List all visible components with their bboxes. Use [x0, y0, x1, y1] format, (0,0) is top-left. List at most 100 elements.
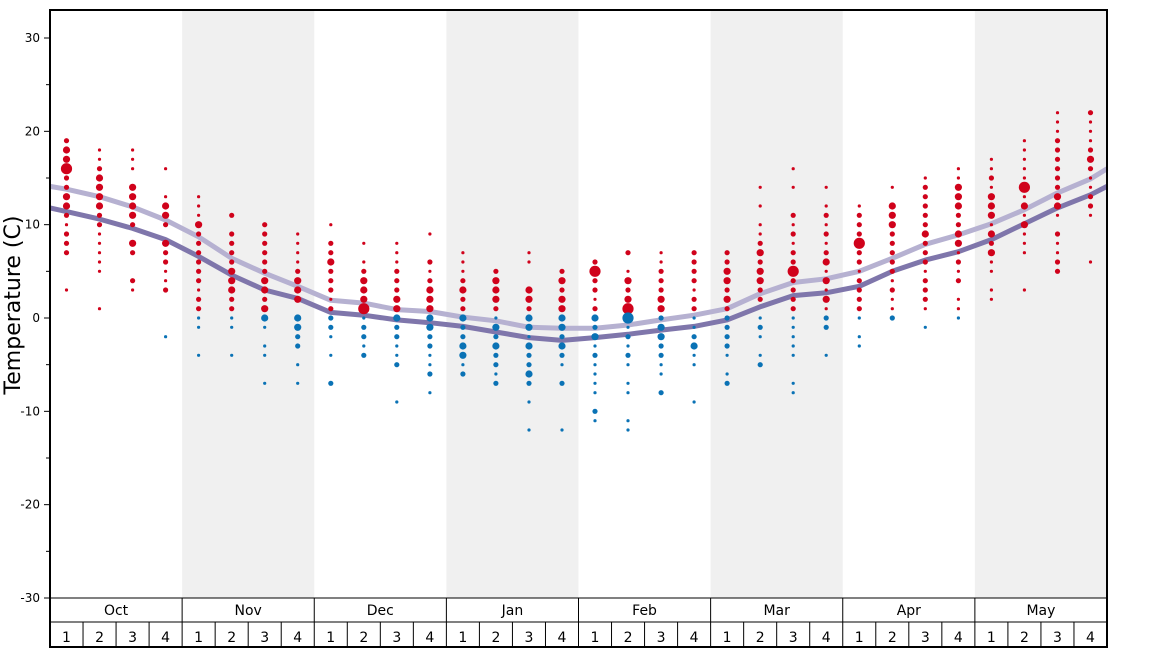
- temperature-dot: [559, 268, 565, 274]
- temperature-dot: [822, 277, 830, 285]
- temperature-dot: [989, 223, 994, 227]
- temperature-dot: [889, 240, 895, 246]
- temperature-dot: [525, 295, 533, 303]
- temperature-dot: [162, 202, 170, 210]
- temperature-dot: [196, 306, 202, 312]
- temperature-dot: [525, 342, 533, 350]
- temperature-dot: [229, 250, 235, 256]
- temperature-dot: [824, 288, 828, 292]
- temperature-dot: [262, 250, 268, 256]
- temperature-dot: [97, 260, 102, 264]
- temperature-dot: [95, 202, 104, 210]
- temperature-dot: [1022, 195, 1026, 199]
- temperature-dot: [856, 278, 862, 284]
- week-label: 4: [161, 630, 170, 646]
- temperature-dot: [1022, 139, 1026, 143]
- temperature-dot: [658, 287, 664, 293]
- temperature-dot: [1088, 129, 1093, 133]
- temperature-dot: [824, 185, 828, 189]
- temperature-dot: [889, 250, 895, 256]
- temperature-dot: [723, 295, 731, 303]
- trend-line-lower: [49, 184, 1109, 343]
- temperature-dot: [856, 287, 862, 293]
- temperature-dot: [97, 157, 102, 161]
- temperature-dot: [164, 279, 168, 283]
- temperature-dot: [95, 174, 104, 182]
- week-label: 1: [723, 630, 732, 646]
- temperature-dot: [525, 286, 533, 294]
- temperature-dot: [230, 353, 234, 357]
- temperature-dot: [360, 277, 368, 285]
- temperature-dot: [853, 237, 865, 249]
- week-label: 3: [789, 630, 798, 646]
- temperature-dot: [97, 251, 102, 255]
- temperature-dot: [229, 231, 235, 237]
- temperature-dot: [625, 287, 631, 293]
- temperature-dot: [263, 353, 267, 357]
- temperature-dot: [558, 342, 566, 350]
- temperature-dot: [360, 295, 368, 303]
- temperature-dot: [328, 380, 334, 386]
- temperature-dot: [724, 306, 730, 312]
- temperature-dot: [262, 222, 268, 228]
- temperature-dot: [1087, 194, 1094, 200]
- week-label: 1: [62, 630, 71, 646]
- temperature-dot: [97, 269, 102, 273]
- temperature-dot: [824, 223, 828, 227]
- temperature-dot: [525, 323, 533, 331]
- temperature-dot: [461, 269, 465, 273]
- temperature-dot: [987, 249, 996, 257]
- temperature-dot: [626, 269, 630, 273]
- temperature-dot: [1022, 167, 1026, 171]
- temperature-dot: [63, 175, 70, 181]
- temperature-dot: [592, 408, 598, 414]
- temperature-dot: [1020, 221, 1028, 229]
- temperature-dot: [195, 221, 203, 229]
- temperature-dot: [360, 286, 368, 294]
- temperature-dot: [393, 295, 401, 303]
- temperature-dot: [197, 195, 201, 199]
- temperature-dot: [890, 185, 894, 189]
- temperature-dot: [856, 212, 862, 218]
- temperature-dot: [97, 307, 102, 311]
- temperature-dot: [428, 363, 432, 367]
- temperature-dot: [328, 250, 334, 256]
- temperature-dot: [527, 428, 531, 432]
- temperature-dot: [358, 303, 370, 315]
- temperature-dot: [658, 278, 664, 284]
- temperature-dot: [394, 287, 400, 293]
- temperature-dot: [922, 259, 928, 265]
- temperature-dot: [162, 239, 170, 247]
- week-label: 2: [756, 630, 765, 646]
- temperature-dot: [395, 344, 399, 348]
- temperature-dot: [888, 202, 896, 210]
- temperature-dot: [229, 240, 235, 246]
- temperature-dot: [493, 334, 499, 340]
- temperature-dot: [395, 400, 399, 404]
- temperature-dot: [791, 391, 795, 395]
- temperature-dot: [131, 148, 135, 152]
- temperature-dot: [758, 204, 762, 208]
- temperature-dot: [692, 363, 696, 367]
- temperature-dot: [955, 222, 962, 228]
- temperature-dot: [461, 363, 465, 367]
- temperature-dot: [1054, 156, 1061, 162]
- temperature-dot: [294, 323, 302, 331]
- temperature-dot: [954, 230, 963, 238]
- temperature-dot: [328, 240, 334, 246]
- temperature-dot: [954, 202, 963, 210]
- temperature-dot: [724, 315, 730, 321]
- temperature-dot: [856, 259, 862, 265]
- temperature-dot: [723, 267, 731, 275]
- temperature-dot: [395, 260, 399, 264]
- temperature-dot: [427, 343, 433, 349]
- temperature-dot: [163, 259, 169, 265]
- temperature-dot: [262, 231, 268, 237]
- temperature-dot: [327, 258, 335, 266]
- temperature-dot: [593, 391, 597, 395]
- week-label: 1: [194, 630, 203, 646]
- temperature-dot: [692, 288, 696, 292]
- temperature-dot: [592, 352, 598, 358]
- temperature-dot: [790, 231, 796, 237]
